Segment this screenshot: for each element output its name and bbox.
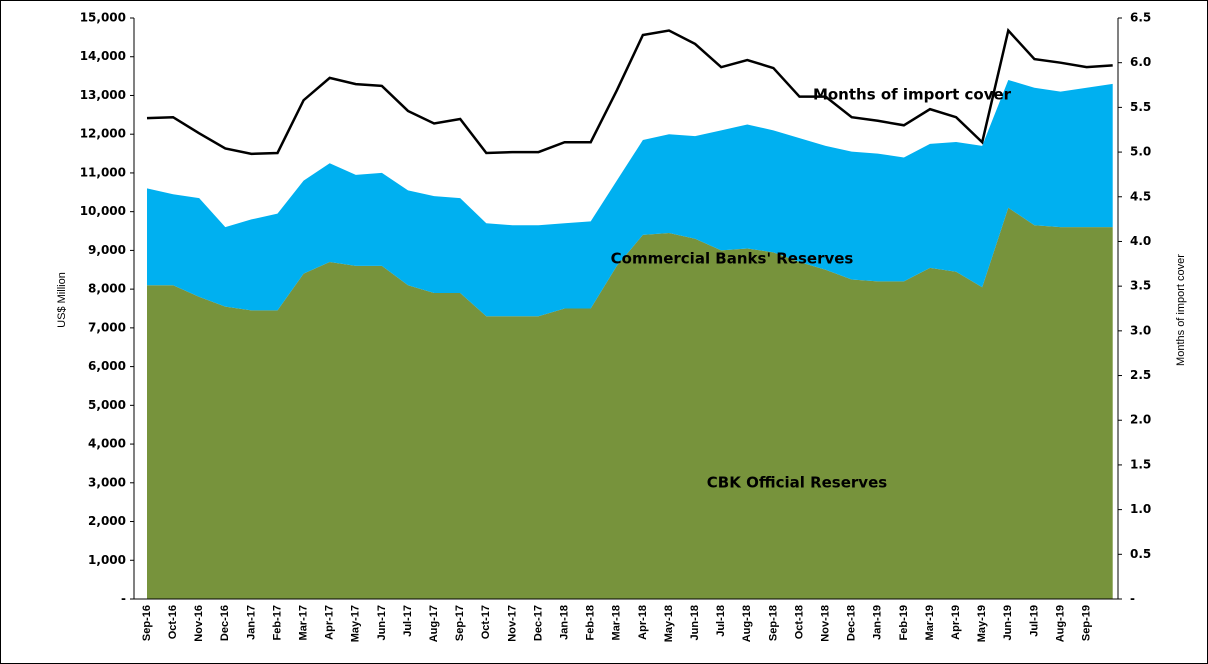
series-label: Months of import cover xyxy=(813,86,1012,104)
y2-tick-label: - xyxy=(1130,592,1135,606)
x-tick-label: Dec-18 xyxy=(846,605,858,641)
x-tick-label: Sep-16 xyxy=(141,605,153,641)
y2-axis-label: Months of import cover xyxy=(1175,254,1187,366)
x-tick-label: May-17 xyxy=(350,605,362,642)
y2-tick-label: 3.0 xyxy=(1130,323,1151,337)
x-tick-label: Jun-19 xyxy=(1002,605,1014,640)
x-tick-label: Feb-17 xyxy=(271,605,283,640)
line xyxy=(146,27,1113,156)
y-tick-label: 3,000 xyxy=(88,475,126,489)
y2-tick-label: 2.5 xyxy=(1130,368,1151,382)
y-axis-label: US$ Million xyxy=(56,272,68,328)
x-tick-label: Nov-18 xyxy=(820,605,832,642)
x-tick-label: Oct-18 xyxy=(793,605,805,639)
y-tick-label: 6,000 xyxy=(88,359,126,373)
y-tick-label: 2,000 xyxy=(88,514,126,528)
y2-tick-label: 4.0 xyxy=(1130,234,1151,248)
area xyxy=(147,79,1113,317)
x-tick-label: Apr-19 xyxy=(950,605,962,640)
x-tick-label: Oct-16 xyxy=(167,605,179,639)
x-tick-label: Jun-18 xyxy=(689,605,701,640)
x-tick-label: Jan-18 xyxy=(559,605,571,640)
x-tick-label: Jul-18 xyxy=(715,605,727,637)
x-tick-label: May-19 xyxy=(976,605,988,642)
y-tick-label: 10,000 xyxy=(80,204,126,218)
y2-tick-label: 3.5 xyxy=(1130,279,1151,293)
y-tick-label: 1,000 xyxy=(88,553,126,567)
y2-tick-label: 2.0 xyxy=(1130,413,1151,427)
y2-tick-label: 4.5 xyxy=(1130,189,1151,203)
y2-tick-label: 6.0 xyxy=(1130,55,1151,69)
x-tick-label: Jan-17 xyxy=(245,605,257,640)
x-tick-label: Dec-16 xyxy=(219,605,231,641)
y2-tick-label: 5.5 xyxy=(1130,100,1151,114)
x-tick-label: Nov-16 xyxy=(193,605,205,642)
y-tick-label: 11,000 xyxy=(80,165,126,179)
x-tick-label: Dec-17 xyxy=(532,605,544,641)
y-tick-label: 12,000 xyxy=(80,127,126,141)
y-tick-label: 13,000 xyxy=(80,88,126,102)
x-tick-label: Sep-19 xyxy=(1081,605,1093,641)
x-tick-label: Apr-18 xyxy=(637,605,649,640)
y-tick-label: 9,000 xyxy=(88,243,126,257)
x-tick-label: Feb-19 xyxy=(898,605,910,640)
x-tick-label: Aug-17 xyxy=(428,605,440,642)
x-tick-label: Apr-17 xyxy=(324,605,336,640)
y-tick-label: 7,000 xyxy=(88,320,126,334)
x-tick-label: Nov-17 xyxy=(506,605,518,642)
series-label: CBK Official Reserves xyxy=(707,474,887,492)
x-tick-label: Mar-17 xyxy=(298,605,310,640)
x-tick-label: Sep-17 xyxy=(454,605,466,641)
area xyxy=(147,207,1113,599)
y2-tick-label: 6.5 xyxy=(1130,11,1151,25)
x-tick-label: Jun-17 xyxy=(376,605,388,640)
y2-tick-label: 1.5 xyxy=(1130,457,1151,471)
x-tick-label: Oct-17 xyxy=(480,605,492,639)
y2-tick-label: 0.5 xyxy=(1130,547,1151,561)
x-tick-label: Jan-19 xyxy=(872,605,884,640)
y2-tick-label: 1.0 xyxy=(1130,502,1151,516)
y-tick-label: 14,000 xyxy=(80,49,126,63)
x-tick-label: Aug-18 xyxy=(741,605,753,642)
x-tick-label: Aug-19 xyxy=(1054,605,1066,642)
x-tick-label: Jul-17 xyxy=(402,605,414,637)
y2-tick-label: 5.0 xyxy=(1130,145,1151,159)
x-tick-label: Mar-19 xyxy=(924,605,936,640)
series-label: Commercial Banks' Reserves xyxy=(611,250,854,268)
y-tick-label: 5,000 xyxy=(88,398,126,412)
x-tick-label: Mar-18 xyxy=(611,605,623,640)
y-tick-label: 15,000 xyxy=(80,11,126,25)
x-tick-label: May-18 xyxy=(663,605,675,642)
y-tick-label: - xyxy=(121,592,126,606)
y-tick-label: 8,000 xyxy=(88,282,126,296)
x-tick-label: Feb-18 xyxy=(585,605,597,640)
y-tick-label: 4,000 xyxy=(88,437,126,451)
x-tick-label: Jul-19 xyxy=(1028,605,1040,637)
x-tick-label: Sep-18 xyxy=(767,605,779,641)
